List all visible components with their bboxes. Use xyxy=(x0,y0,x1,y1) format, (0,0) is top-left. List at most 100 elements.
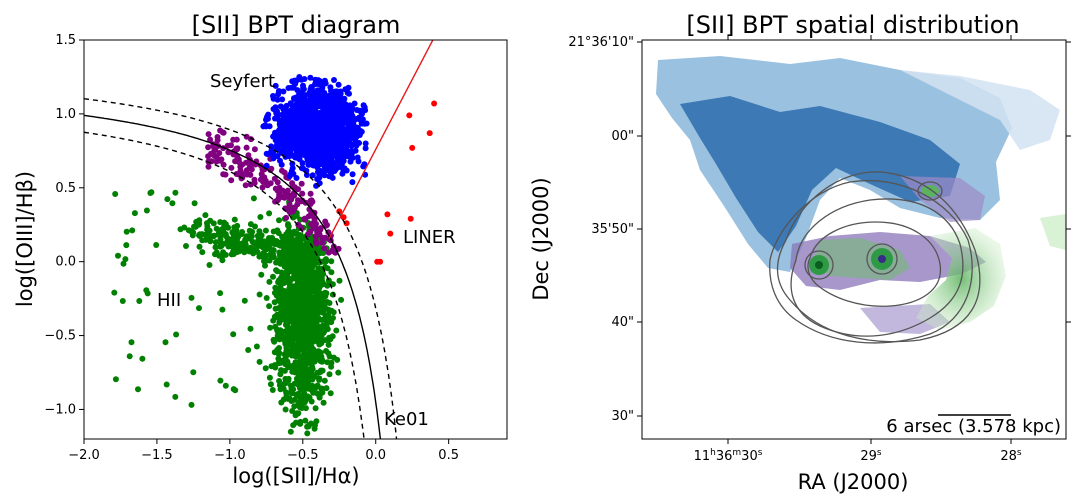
point-hii xyxy=(297,332,304,339)
point-seyfert xyxy=(266,123,273,130)
point-hii xyxy=(304,430,311,437)
point-seyfert xyxy=(347,158,354,165)
point-hii xyxy=(278,274,285,281)
point-seyfert xyxy=(363,120,370,127)
point-seyfert xyxy=(265,111,272,118)
point-seyfert xyxy=(357,107,364,114)
point-seyfert xyxy=(342,86,349,93)
point-composite xyxy=(311,216,318,223)
point-hii xyxy=(285,223,292,230)
point-hii xyxy=(275,355,282,362)
point-hii xyxy=(328,258,335,265)
point-hii xyxy=(298,340,305,347)
point-hii xyxy=(262,365,269,372)
point-composite xyxy=(244,171,251,178)
point-hii xyxy=(336,277,343,284)
point-seyfert xyxy=(285,128,292,135)
point-hii xyxy=(272,336,279,343)
point-composite xyxy=(291,205,298,212)
point-seyfert xyxy=(312,104,319,111)
point-composite xyxy=(286,202,293,208)
point-hii xyxy=(302,314,308,321)
point-composite xyxy=(322,218,329,225)
point-seyfert xyxy=(301,76,308,82)
bpt-frame xyxy=(83,39,508,440)
point-composite xyxy=(298,180,305,187)
point-seyfert xyxy=(289,160,296,167)
point-hii xyxy=(111,289,118,296)
point-hii xyxy=(246,227,253,234)
point-hii xyxy=(312,323,319,329)
point-hii xyxy=(217,377,224,384)
point-seyfert xyxy=(358,128,365,135)
point-hii xyxy=(328,363,335,370)
point-hii xyxy=(311,278,317,285)
point-seyfert xyxy=(289,165,296,172)
point-seyfert xyxy=(318,98,325,105)
point-seyfert xyxy=(318,137,325,144)
point-seyfert xyxy=(330,160,337,166)
point-hii xyxy=(323,256,329,263)
point-composite xyxy=(205,144,212,151)
point-seyfert xyxy=(331,139,338,146)
point-hii xyxy=(131,210,138,217)
point-composite xyxy=(242,182,249,189)
point-seyfert xyxy=(299,134,306,140)
point-composite xyxy=(217,127,224,134)
point-seyfert xyxy=(353,129,360,136)
point-seyfert xyxy=(300,126,307,133)
point-seyfert xyxy=(293,175,300,181)
point-hii xyxy=(185,227,192,234)
point-seyfert xyxy=(362,140,369,147)
point-seyfert xyxy=(306,122,313,129)
point-seyfert xyxy=(324,148,331,155)
point-seyfert xyxy=(292,112,299,119)
point-hii xyxy=(321,337,328,344)
point-composite xyxy=(274,179,281,186)
point-composite xyxy=(307,201,314,207)
map-contours xyxy=(769,171,981,344)
point-liner xyxy=(340,214,347,221)
point-hii xyxy=(202,212,209,219)
point-seyfert xyxy=(265,151,271,158)
point-seyfert xyxy=(313,111,320,118)
point-hii xyxy=(204,235,211,242)
point-hii xyxy=(254,232,261,239)
point-hii xyxy=(307,267,314,274)
point-hii xyxy=(335,369,342,376)
point-seyfert xyxy=(346,90,352,97)
point-hii xyxy=(267,241,274,248)
point-seyfert xyxy=(310,96,316,103)
point-hii xyxy=(303,384,310,390)
point-composite xyxy=(228,164,235,171)
point-seyfert xyxy=(337,90,344,97)
point-seyfert xyxy=(274,96,281,103)
point-liner xyxy=(426,130,433,137)
point-seyfert xyxy=(317,129,324,136)
point-hii xyxy=(261,258,267,265)
region-label-ke01: Ke01 xyxy=(384,409,429,430)
point-hii xyxy=(291,346,298,353)
bpt-x-tick-label: 0.5 xyxy=(438,448,459,463)
point-seyfert xyxy=(310,119,316,126)
bpt-y-tick-label: 0.0 xyxy=(55,255,76,270)
bpt-y-tick-label: −0.5 xyxy=(44,329,76,344)
point-seyfert xyxy=(302,97,309,104)
point-hii xyxy=(326,316,333,323)
point-hii xyxy=(270,273,276,280)
point-hii xyxy=(266,303,273,310)
point-composite xyxy=(233,171,240,177)
point-hii xyxy=(317,391,324,398)
point-seyfert xyxy=(312,133,318,140)
point-composite xyxy=(205,131,212,138)
point-seyfert xyxy=(272,82,279,89)
point-composite xyxy=(283,214,290,221)
region-label-liner: LINER xyxy=(403,227,456,248)
point-hii xyxy=(216,252,223,259)
point-hii xyxy=(229,229,236,236)
point-hii xyxy=(283,337,290,344)
point-hii xyxy=(300,276,307,283)
point-hii xyxy=(277,283,284,290)
point-hii xyxy=(324,299,331,305)
map-panel: [SII] BPT spatial distribution xyxy=(529,11,1071,494)
